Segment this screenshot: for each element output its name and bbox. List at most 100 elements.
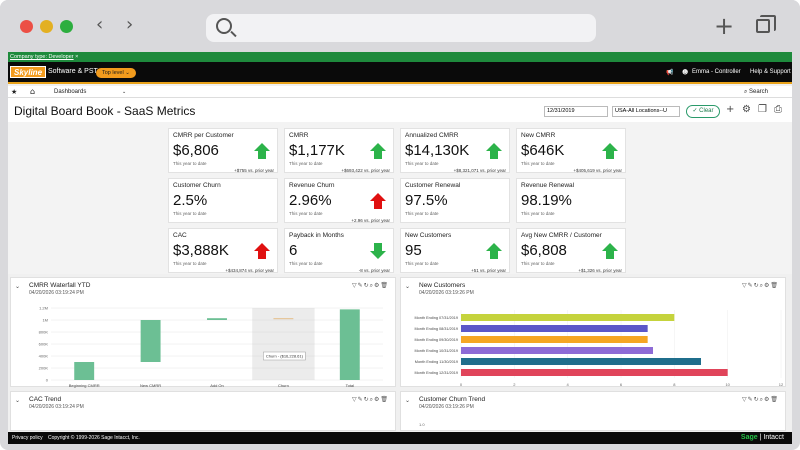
gear-icon[interactable]: ⚙ [742,104,751,115]
location-select[interactable]: USA-All Locations--U [612,106,680,117]
kpi-card[interactable]: New CMRR $646K This year to date +$405,619 … [516,128,626,173]
x-tick-label: Beginning CMRR [69,383,100,388]
kpi-card[interactable]: Payback in Months 6 This year to date -8 vs… [284,228,394,273]
kpi-card[interactable]: Annualized CMRR $14,130K This year to date… [400,128,510,173]
kpi-card[interactable]: Customer Renewal 97.5% This year to date [400,178,510,223]
maximize-window-button[interactable] [60,20,73,33]
new-customers-chart: 0 2 4 6 8 10 12 Month Ending 07/31/2019 Month En… [415,310,784,387]
home-icon[interactable]: ⌂ [30,87,36,96]
x-tick-label: 10 [725,382,730,387]
kpi-label: New CMRR [521,132,556,139]
tabs-overview-icon[interactable] [756,15,776,33]
collapse-chevron-icon[interactable]: ⌄ [15,397,21,404]
announcement-icon[interactable]: 📢 [666,69,674,76]
kpi-value: $1,177K [289,142,345,159]
chevron-down-icon[interactable]: ⌄ [122,89,127,95]
kpi-card[interactable]: Customer Churn 2.5% This year to date [168,178,278,223]
panel-timestamp: 04/20/2026 03:19:24 PM [29,404,84,410]
panel-tools[interactable]: ▽✎↻⌕⚙🗑 [741,282,779,289]
tooltip-box [263,351,306,361]
customer-churn-trend-panel: ⌄ Customer Churn Trend 04/20/2026 03:19:… [400,391,786,431]
kpi-period: This year to date [289,261,323,266]
arrow-up-icon [370,143,386,159]
collapse-chevron-icon[interactable]: ⌄ [405,283,411,290]
y-tick-label: Month Ending 11/30/2019 [415,360,458,364]
waterfall-bar [273,318,294,320]
collapse-chevron-icon[interactable]: ⌄ [15,283,21,290]
back-arrow-icon[interactable]: ‹ [96,14,104,35]
kpi-card[interactable]: New Customers 95 This year to date +51 vs. … [400,228,510,273]
kpi-label: Customer Churn [173,182,221,189]
page-title: Digital Board Book - SaaS Metrics [14,104,196,118]
panel-tools[interactable]: ▽✎↻⌕⚙🗑 [351,282,389,289]
privacy-policy-link[interactable]: Privacy policy [12,435,43,441]
kpi-value: 98.19% [521,192,572,209]
kpi-delta: +$693,422 vs. prior year [341,168,390,173]
search-link[interactable]: ⌕ Search [744,86,768,98]
y-tick-label: Month Ending 08/31/2019 [415,327,459,331]
company-logo[interactable]: Skyline [10,66,47,78]
cmrr-waterfall-panel: ⌄ CMRR Waterfall YTD 04/20/2026 03:19:24… [10,277,396,388]
kpi-delta: -8 vs. prior year [358,268,390,273]
forward-arrow-icon[interactable]: › [126,14,134,35]
panel-tools[interactable]: ▽✎↻⌕⚙🗑 [351,396,389,403]
add-icon[interactable]: + [726,104,735,115]
waterfall-bar [339,309,360,380]
y-tick-label: 1M [42,318,48,323]
waterfall-chart: 0 200K 400K 600K 800K 1M 1.2M Beginning CMRR New… [39,306,383,388]
y-tick-label: 600K [39,342,49,347]
top-level-button[interactable]: Top level ⌄ [96,68,136,78]
kpi-period: This year to date [289,161,323,166]
kpi-card[interactable]: CMRR $1,177K This year to date +$693,422 vs… [284,128,394,173]
user-icon: ☻ [682,69,689,76]
kpi-card[interactable]: Avg New CMRR / Customer $6,808 This year t… [516,228,626,273]
kpi-delta: +$434,874 vs. prior year [225,268,274,273]
kpi-label: Avg New CMRR / Customer [521,232,602,239]
copy-icon[interactable]: ❐ [758,104,767,115]
kpi-card[interactable]: Revenue Renewal 98.19% This year to date [516,178,626,223]
kpi-grid: CMRR per Customer $6,806 This year to date… [8,122,792,274]
kpi-delta: +51 vs. prior year [471,268,506,273]
print-icon[interactable]: ⎙ [774,104,782,115]
arrow-up-icon [370,193,386,209]
user-menu[interactable]: Emma - Controller [692,69,741,75]
arrow-up-icon [254,243,270,259]
kpi-value: $6,806 [173,142,219,159]
kpi-card[interactable]: CAC $3,888K This year to date +$434,874 vs.… [168,228,278,273]
kpi-period: This year to date [521,161,555,166]
arrow-up-icon [602,243,618,259]
close-window-button[interactable] [20,20,33,33]
minimize-window-button[interactable] [40,20,53,33]
clear-filter-button[interactable]: ✓ Clear [686,105,720,118]
kpi-card[interactable]: Revenue Churn 2.96% This year to date +2.96… [284,178,394,223]
x-tick-label: 2 [513,382,516,387]
dashboards-menu[interactable]: Dashboards [54,89,87,95]
collapse-chevron-icon[interactable]: ⌄ [405,397,411,404]
kpi-delta: +$405,619 vs. prior year [573,168,622,173]
kpi-card[interactable]: CMRR per Customer $6,806 This year to date… [168,128,278,173]
kpi-value: $3,888K [173,242,229,259]
company-type-bar: Company type: Developer × [8,52,792,62]
favorites-star-icon[interactable]: ★ [11,88,18,96]
x-tick-label: New CMRR [140,383,161,388]
x-tick-label: 0 [460,382,463,387]
company-type-link[interactable]: Company type: Developer [10,54,74,60]
kpi-value: 2.5% [173,192,208,209]
as-of-date-input[interactable]: 12/31/2019 [544,106,608,117]
new-tab-icon[interactable]: + [714,12,735,40]
panel-title: Customer Churn Trend [419,396,486,403]
panel-tools[interactable]: ▽✎↻⌕⚙🗑 [741,396,779,403]
kpi-value: $14,130K [405,142,470,159]
x-tick-label: 6 [620,382,623,387]
panel-title: CMRR Waterfall YTD [29,282,91,289]
hover-highlight [252,308,315,380]
kpi-delta: +$8,321,071 vs. prior year [453,168,506,173]
browser-toolbar: ‹ › + [0,0,800,52]
search-icon [216,18,232,34]
kpi-value: 97.5% [405,192,448,209]
x-tick-label: 8 [673,382,676,387]
help-support-link[interactable]: Help & Support [750,69,791,75]
address-bar[interactable] [206,14,596,42]
copyright-text: Copyright © 1999-2026 Sage Intacct, Inc. [48,435,140,441]
hbar [461,325,648,332]
